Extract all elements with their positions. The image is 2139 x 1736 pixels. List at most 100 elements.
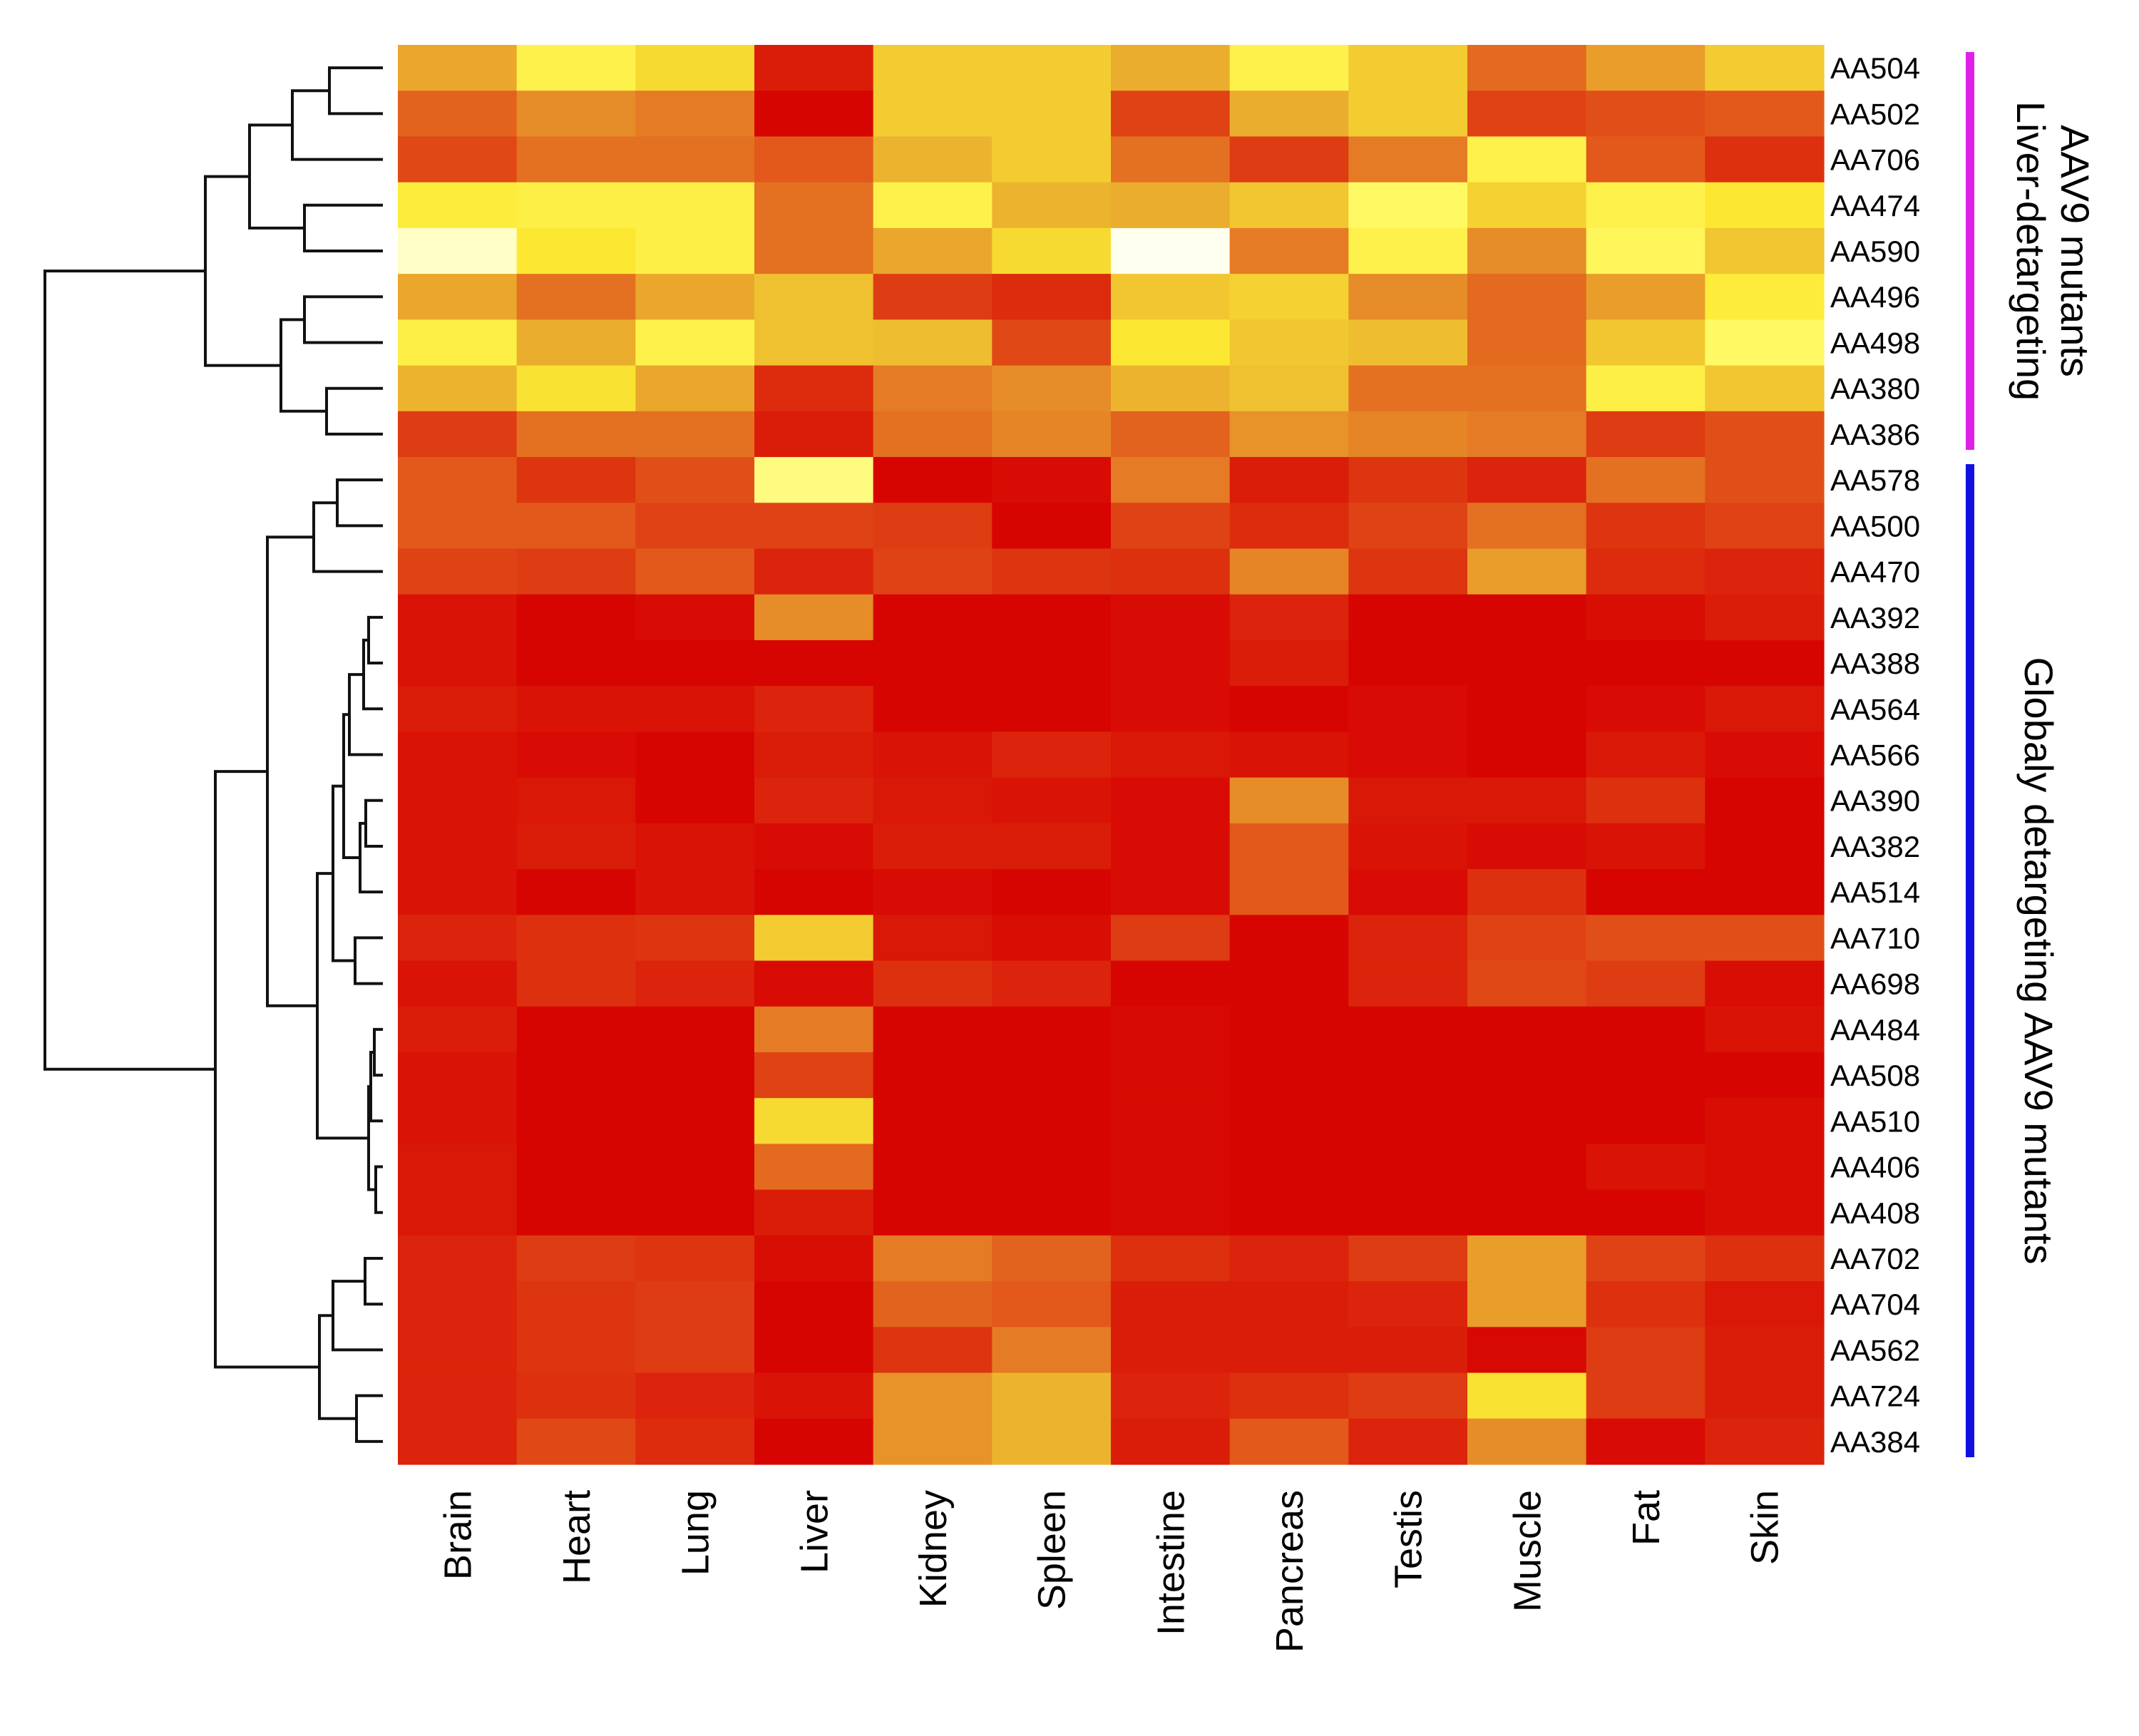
heatmap-cell [398,915,518,962]
heatmap-cell [754,91,874,138]
heatmap-cell [873,274,992,320]
heatmap-cell [1229,1281,1349,1327]
heatmap-cell [635,548,755,595]
heatmap-cell [1467,869,1587,915]
heatmap-cell [1705,594,1825,641]
row-label: AA710 [1830,921,1920,955]
heatmap-cell [754,869,874,915]
group-bar [1966,464,1974,1458]
heatmap-cell [754,594,874,641]
heatmap-cell [1586,640,1705,687]
heatmap-cell [992,640,1112,687]
row-label: AA502 [1830,97,1920,130]
dendrogram-branch [318,1314,356,1420]
row-label: AA382 [1830,830,1920,863]
group-bar [1966,52,1974,451]
heatmap-cell [1705,640,1825,687]
heatmap-cell [873,1098,992,1145]
heatmap-cell [1586,731,1705,779]
heatmap-cell [1111,777,1231,824]
row-label: AA578 [1830,463,1920,497]
heatmap-cell [1348,1372,1468,1419]
heatmap-cell [1111,1052,1231,1099]
heatmap-cell [398,1235,518,1282]
heatmap-cell [1467,457,1587,503]
heatmap-cell [1467,1098,1587,1145]
row-label: AA496 [1830,280,1920,314]
heatmap-cell [1467,136,1587,183]
dendrogram-branch [359,821,383,894]
heatmap-cell [1705,1052,1825,1099]
dendrogram-branch [332,1280,383,1352]
heatmap-cell [1586,594,1705,641]
heatmap-cell [1229,594,1349,641]
heatmap-cell [635,411,755,458]
row-label: AA386 [1830,418,1920,451]
heatmap-cell [1467,319,1587,366]
column-label: Intestine [1149,1490,1192,1635]
heatmap-cell [1229,365,1349,412]
heatmap-cell [1586,686,1705,732]
heatmap-cell [992,457,1112,503]
row-label: AA702 [1830,1242,1920,1275]
row-label: AA562 [1830,1333,1920,1367]
row-label: AA724 [1830,1380,1920,1413]
heatmap-cell [635,91,755,138]
heatmap-cell [754,915,874,962]
heatmap-cell [1705,1098,1825,1145]
column-label: Spleen [1031,1490,1074,1610]
heatmap-cell [754,548,874,595]
heatmap-cell [398,686,518,732]
dendrogram-branch [312,501,383,573]
heatmap-cell [398,1418,518,1465]
heatmap-cell [516,915,636,962]
heatmap-cell [398,1052,518,1099]
heatmap-cell [1229,503,1349,550]
row-label: AA380 [1830,372,1920,406]
heatmap-cell [754,1235,874,1282]
heatmap-cell [1111,731,1231,779]
heatmap-cell [1467,411,1587,458]
heatmap-cell [1348,227,1468,274]
heatmap-cell [1111,319,1231,366]
heatmap-cell [754,960,874,1007]
heatmap-cell [754,731,874,779]
heatmap-cell [398,91,518,138]
dendrogram-branch [355,1394,383,1443]
heatmap-cell [635,227,755,274]
heatmap-cell [754,1418,874,1465]
heatmap-cell [398,1144,518,1191]
heatmap-cell [635,45,755,91]
heatmap-cell [992,1189,1112,1236]
heatmap-cell [754,503,874,550]
heatmap-cell [873,1281,992,1327]
heatmap-cell [398,1098,518,1145]
heatmap-cell [754,1281,874,1327]
heatmap-cell [873,319,992,366]
dendrogram-branch [204,175,281,367]
heatmap-cell [1348,548,1468,595]
heatmap-cell [516,1418,636,1465]
row-label: AA514 [1830,875,1920,909]
heatmap-cell [516,136,636,183]
heatmap-cell [1705,227,1825,274]
heatmap-cell [1705,503,1825,550]
dendrogram-branch [369,1050,383,1123]
heatmap-cell [1348,274,1468,320]
heatmap-cell [1229,319,1349,366]
heatmap-cell [1705,1327,1825,1374]
heatmap-cell [992,1235,1112,1282]
heatmap-cell [1229,915,1349,962]
heatmap-cell [873,731,992,779]
heatmap-cell [1229,1006,1349,1053]
heatmap-cell [1467,365,1587,412]
heatmap-cell [992,777,1112,824]
row-dendrogram [43,66,383,1443]
heatmap-cell [992,1006,1112,1053]
heatmap-cell [1467,823,1587,870]
heatmap-cell [754,1144,874,1191]
heatmap-cell [516,548,636,595]
heatmap-cell [754,1006,874,1053]
heatmap-cell [635,640,755,687]
heatmap-cell [873,1327,992,1374]
